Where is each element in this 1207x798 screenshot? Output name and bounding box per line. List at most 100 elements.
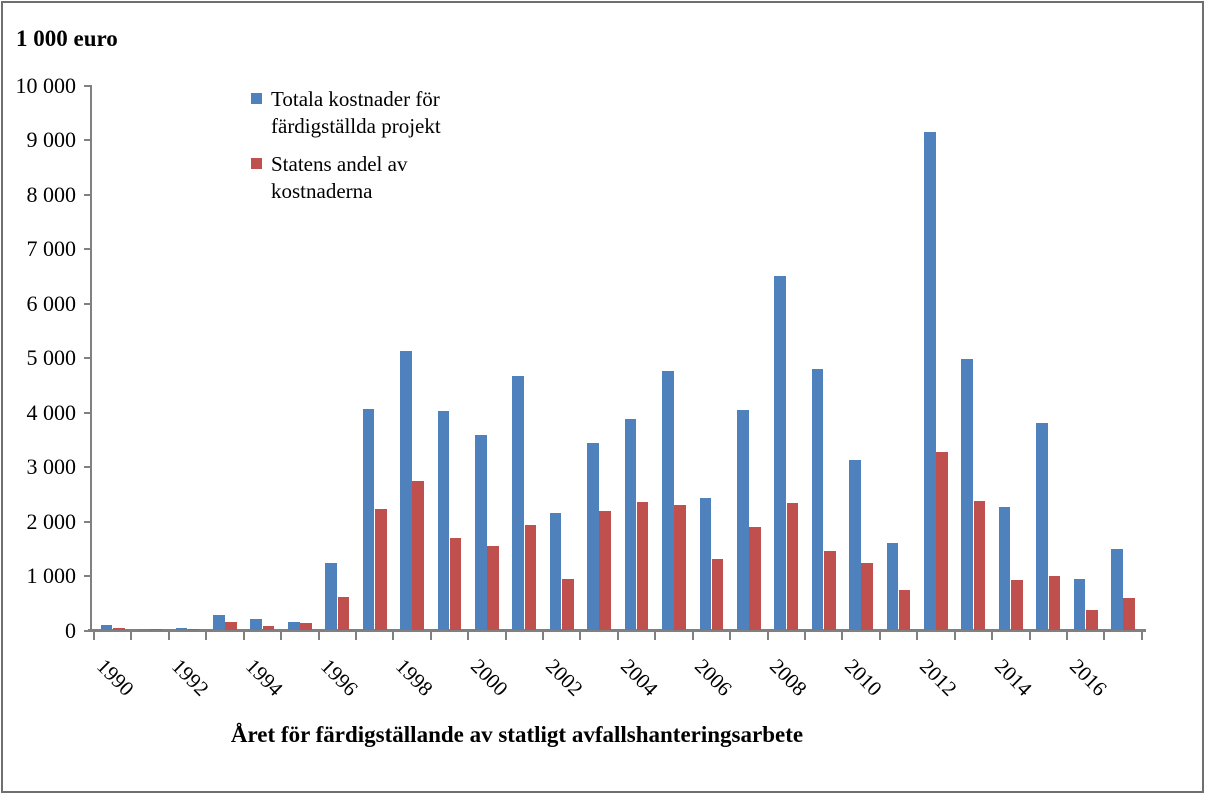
- bar-statens-1999: [449, 538, 462, 630]
- x-tick-27: [1103, 632, 1106, 640]
- bar-totala-2000: [475, 435, 487, 630]
- x-tick-5: [280, 632, 283, 640]
- x-axis-title: Året för färdigställande av statligt avf…: [230, 722, 804, 747]
- bar-statens-2008: [786, 503, 799, 630]
- bar-totala-2014: [998, 507, 1011, 630]
- x-tick-15: [654, 632, 657, 640]
- legend-label-statens: Statens andel av kostnaderna: [271, 152, 408, 203]
- bar-statens-2012: [936, 452, 948, 630]
- bar-statens-1990: [113, 628, 125, 630]
- bar-statens-2015: [1048, 576, 1061, 630]
- y-tick-1000: [84, 575, 92, 578]
- y-tick-7000: [84, 248, 92, 251]
- x-tick-14: [616, 632, 619, 640]
- x-tick-2: [167, 632, 170, 640]
- bar-totala-2006: [699, 498, 712, 630]
- x-tick-1: [130, 632, 133, 640]
- bar-totala-1999: [437, 411, 450, 630]
- y-tick-2000: [84, 520, 92, 523]
- bar-totala-2017: [1111, 549, 1123, 630]
- bar-totala-2007: [736, 410, 749, 630]
- y-tick-label-1000: 1 000: [26, 563, 77, 589]
- bar-totala-2013: [961, 359, 974, 630]
- bar-totala-1997: [362, 409, 375, 630]
- legend-item-totala: Totala kostnader för färdigställda proje…: [251, 86, 491, 140]
- bar-statens-2010: [861, 563, 873, 630]
- x-tick-20: [841, 632, 844, 640]
- y-tick-label-7000: 7 000: [26, 236, 77, 262]
- x-tick-17: [729, 632, 732, 640]
- y-tick-label-2000: 2 000: [26, 508, 77, 534]
- x-axis-title-wrap: Året för färdigställande av statligt avf…: [92, 722, 942, 748]
- bar-statens-1992: [187, 629, 200, 630]
- x-axis-label-2008: 2008: [765, 654, 812, 701]
- bar-totala-2003: [587, 443, 599, 630]
- y-tick-label-6000: 6 000: [26, 290, 77, 316]
- bar-statens-2011: [898, 590, 911, 630]
- bar-totala-2011: [886, 543, 899, 630]
- x-axis-line: [88, 629, 1146, 632]
- bar-statens-2005: [674, 505, 686, 630]
- x-axis-label-1996: 1996: [316, 654, 363, 701]
- legend-swatch-statens-icon: [251, 158, 262, 169]
- bar-totala-2012: [924, 132, 936, 630]
- x-axis-label-2014: 2014: [989, 654, 1037, 701]
- bar-statens-2006: [711, 559, 724, 630]
- x-tick-9: [429, 632, 432, 640]
- x-axis-label-2004: 2004: [615, 654, 663, 701]
- y-tick-label-4000: 4 000: [26, 399, 77, 425]
- x-tick-21: [878, 632, 881, 640]
- bar-totala-2010: [849, 460, 861, 630]
- bar-statens-2016: [1085, 610, 1098, 630]
- legend-swatch-totala-icon: [251, 93, 262, 104]
- x-tick-25: [1028, 632, 1031, 640]
- x-axis-label-2006: 2006: [690, 654, 738, 701]
- y-axis-unit-title: 1 000 euro: [16, 26, 118, 51]
- bar-statens-1991: [150, 629, 163, 630]
- bar-statens-2007: [749, 527, 761, 630]
- bar-statens-1994: [262, 626, 275, 630]
- bar-totala-2015: [1036, 423, 1048, 630]
- bar-statens-2000: [487, 546, 499, 630]
- bar-statens-2004: [636, 502, 649, 630]
- x-tick-19: [803, 632, 806, 640]
- y-tick-4000: [84, 411, 92, 414]
- y-tick-label-10000: 10 000: [15, 73, 77, 98]
- bar-totala-2002: [549, 513, 562, 630]
- x-tick-13: [579, 632, 582, 640]
- x-tick-3: [205, 632, 208, 640]
- x-tick-22: [916, 632, 919, 640]
- x-axis-label-2000: 2000: [465, 654, 513, 701]
- bar-totala-2009: [811, 369, 824, 630]
- y-tick-label-8000: 8 000: [26, 181, 77, 207]
- x-tick-26: [1065, 632, 1068, 640]
- bar-totala-1991: [138, 629, 150, 630]
- bar-statens-2003: [599, 511, 612, 630]
- x-axis-label-1992: 1992: [166, 654, 214, 701]
- bar-totala-1990: [100, 625, 113, 630]
- x-axis-label-1994: 1994: [241, 654, 289, 701]
- x-tick-24: [991, 632, 994, 640]
- x-axis-label-1998: 1998: [391, 654, 438, 701]
- y-tick-3000: [84, 466, 92, 469]
- x-tick-11: [504, 632, 507, 640]
- y-tick-0: [84, 629, 92, 632]
- x-axis-label-2010: 2010: [840, 654, 887, 701]
- bar-statens-2014: [1011, 580, 1023, 630]
- y-tick-9000: [84, 139, 92, 142]
- bar-totala-1995: [287, 622, 300, 630]
- x-tick-7: [354, 632, 357, 640]
- bar-statens-1998: [412, 481, 424, 630]
- bar-statens-1996: [337, 597, 350, 630]
- bar-totala-1996: [325, 563, 337, 630]
- x-tick-16: [691, 632, 694, 640]
- y-tick-label-9000: 9 000: [26, 127, 77, 153]
- bar-totala-2005: [662, 371, 674, 630]
- y-tick-label-3000: 3 000: [26, 454, 77, 480]
- x-axis-label-1990: 1990: [91, 654, 139, 701]
- bar-totala-1994: [250, 619, 263, 630]
- x-tick-23: [953, 632, 956, 640]
- y-tick-label-0: 0: [65, 617, 76, 643]
